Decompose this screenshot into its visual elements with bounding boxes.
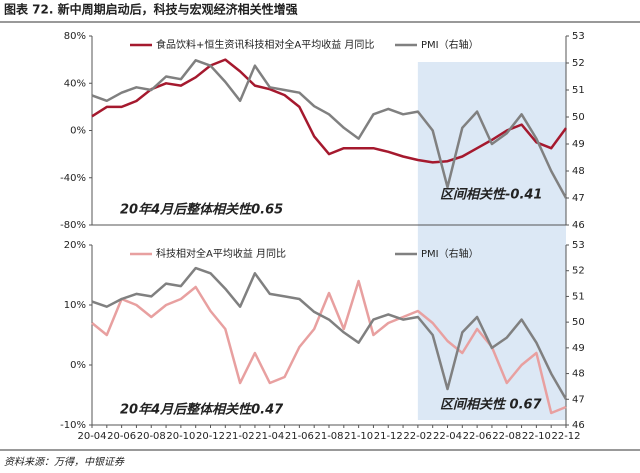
y2-tick-label: 47 <box>572 394 585 405</box>
y2-tick-label: 48 <box>572 369 585 380</box>
x-tick-label: 22-04 <box>433 431 462 442</box>
y2-tick-label: 51 <box>572 85 585 96</box>
annotation: 区间相关性-0.41 <box>440 187 542 203</box>
annotation: 区间相关性 0.67 <box>440 397 543 413</box>
series-line <box>91 279 567 415</box>
y2-tick-label: 53 <box>572 240 585 251</box>
x-tick-label: 22-08 <box>492 431 521 442</box>
series-line <box>91 58 568 164</box>
y-tick-label: -10% <box>60 420 86 431</box>
legend-label: 食品饮料+恒生资讯科技相对全A平均收益 月同比 <box>156 38 374 51</box>
x-tick-label: 22-12 <box>551 431 580 442</box>
y2-tick-label: 52 <box>572 266 585 277</box>
x-tick-label: 21-08 <box>314 431 343 442</box>
annotation: 20年4月后整体相关性0.65 <box>120 202 283 218</box>
y2-tick-label: 50 <box>572 317 585 328</box>
y-tick-label: 40% <box>64 78 86 89</box>
y-tick-label: -80% <box>60 220 86 231</box>
y2-tick-label: 53 <box>572 31 585 42</box>
x-tick-label: 20-12 <box>196 431 225 442</box>
annotation: 20年4月后整体相关性0.47 <box>120 402 284 418</box>
x-tick-label: 21-02 <box>226 431 255 442</box>
y-tick-label: 0% <box>70 126 86 137</box>
y-tick-label: 0% <box>70 360 86 371</box>
x-tick-label: 21-04 <box>255 431 284 442</box>
x-tick-label: 21-12 <box>374 431 403 442</box>
x-tick-label: 21-10 <box>344 431 373 442</box>
y2-tick-label: 49 <box>572 343 585 354</box>
y2-tick-label: 46 <box>572 220 585 231</box>
x-tick-label: 20-08 <box>137 431 166 442</box>
page-title: 图表 72. 新中周期启动后，科技与宏观经济相关性增强 <box>4 2 298 17</box>
x-tick-label: 22-10 <box>522 431 551 442</box>
y2-tick-label: 47 <box>572 193 585 204</box>
y2-tick-label: 52 <box>572 58 585 69</box>
legend-label: PMI（右轴） <box>421 247 479 260</box>
x-tick-label: 20-06 <box>107 431 136 442</box>
y2-tick-label: 51 <box>572 291 585 302</box>
shaded-interval <box>417 62 566 420</box>
x-tick-label: 22-06 <box>463 431 492 442</box>
y-tick-label: -40% <box>60 173 86 184</box>
y-tick-label: 80% <box>64 31 86 42</box>
y2-tick-label: 50 <box>572 112 585 123</box>
legend-label: 科技相对全A平均收益 月同比 <box>156 247 286 260</box>
y-tick-label: 10% <box>64 300 86 311</box>
y2-tick-label: 46 <box>572 420 585 431</box>
y-tick-label: 20% <box>64 240 86 251</box>
x-tick-label: 22-02 <box>403 431 432 442</box>
source: 资料来源：万得，中银证券 <box>4 456 125 468</box>
legend-label: PMI（右轴） <box>421 38 479 51</box>
x-tick-label: 20-10 <box>166 431 195 442</box>
y2-tick-label: 48 <box>572 166 585 177</box>
series-line <box>91 59 568 199</box>
x-tick-label: 21-06 <box>285 431 314 442</box>
series-line <box>91 266 568 400</box>
y2-tick-label: 49 <box>572 139 585 150</box>
x-tick-label: 20-04 <box>77 431 106 442</box>
